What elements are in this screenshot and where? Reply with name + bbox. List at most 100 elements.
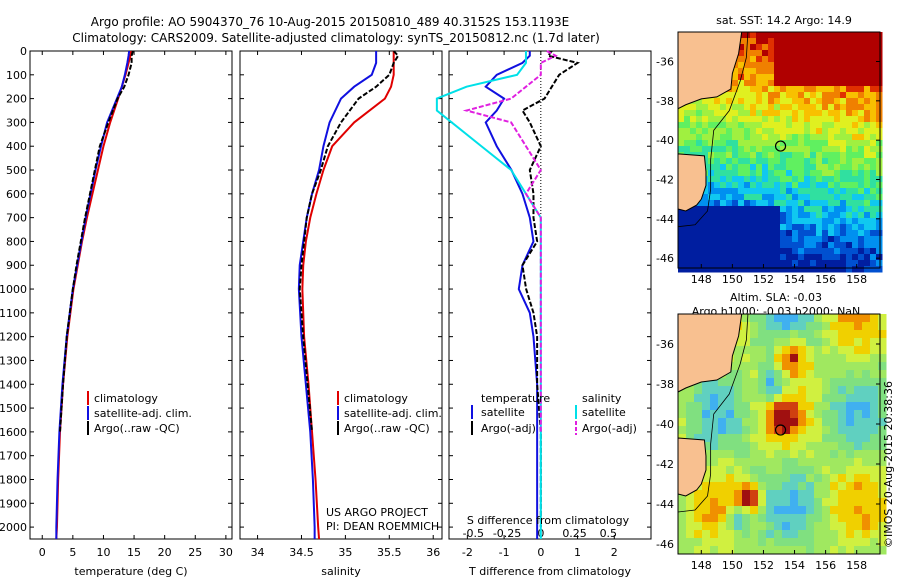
map-cell	[838, 314, 847, 323]
map-cell	[846, 218, 853, 225]
map-cell	[828, 158, 835, 165]
map-cell	[798, 458, 807, 467]
tasmania	[677, 437, 707, 497]
map-cell	[798, 474, 807, 483]
map-cell	[786, 230, 793, 237]
map-cell	[816, 68, 823, 75]
series-line	[301, 51, 395, 540]
map-cell	[726, 152, 733, 159]
y-tick-label: -36	[656, 338, 674, 351]
map-cell	[816, 194, 823, 201]
map-cell	[846, 418, 855, 427]
map-cell	[840, 98, 847, 105]
map-cell	[786, 134, 793, 141]
map-cell	[762, 182, 769, 189]
map-cell	[822, 212, 829, 219]
map-cell	[744, 176, 751, 183]
map-cell	[742, 378, 751, 387]
map-cell	[702, 490, 711, 499]
map-cell	[864, 56, 871, 63]
map-cell	[852, 254, 859, 261]
map-cell	[858, 44, 865, 51]
map-cell	[822, 200, 829, 207]
map-cell	[870, 330, 879, 339]
map-cell	[742, 402, 751, 411]
map-cell	[726, 98, 733, 105]
map-cell	[830, 442, 839, 451]
map-cell	[846, 236, 853, 243]
map-cell	[840, 38, 847, 45]
map-cell	[806, 450, 815, 459]
map-cell	[828, 50, 835, 57]
map-cell	[756, 254, 763, 261]
map-cell	[870, 146, 877, 153]
map-cell	[846, 140, 853, 147]
map-cell	[786, 212, 793, 219]
map-cell	[768, 98, 775, 105]
map-cell	[756, 92, 763, 99]
map-cell	[876, 194, 883, 201]
map-cell	[750, 530, 759, 539]
map-cell	[738, 236, 745, 243]
map-cell	[742, 482, 751, 491]
map-cell	[854, 346, 863, 355]
map-cell	[710, 490, 719, 499]
map-cell	[734, 546, 743, 555]
map-cell	[774, 68, 781, 75]
map-cell	[774, 158, 781, 165]
map-cell	[738, 110, 745, 117]
map-cell	[742, 538, 751, 547]
map-cell	[798, 418, 807, 427]
map-cell	[750, 104, 757, 111]
map-cell	[862, 514, 871, 523]
map-cell	[876, 254, 883, 261]
map-cell	[858, 212, 865, 219]
map-cell	[708, 182, 715, 189]
map-cell	[702, 522, 711, 531]
map-cell	[862, 434, 871, 443]
map-cell	[816, 80, 823, 87]
map-cell	[858, 86, 865, 93]
map-cell	[870, 32, 877, 39]
map-cell	[780, 122, 787, 129]
map-cell	[806, 338, 815, 347]
map-cell	[750, 394, 759, 403]
map-cell	[718, 410, 727, 419]
map-cell	[774, 322, 783, 331]
map-cell	[774, 98, 781, 105]
map-cell	[878, 426, 887, 435]
map-cell	[726, 158, 733, 165]
map-cell	[822, 170, 829, 177]
map-cell	[750, 434, 759, 443]
map-cell	[742, 370, 751, 379]
map-cell	[810, 80, 817, 87]
map-cell	[870, 236, 877, 243]
map-cell	[822, 242, 829, 249]
map-cell	[852, 152, 859, 159]
map-cell	[714, 182, 721, 189]
map-cell	[828, 176, 835, 183]
map-cell	[852, 92, 859, 99]
map-cell	[846, 98, 853, 105]
map-cell	[816, 176, 823, 183]
map-cell	[834, 194, 841, 201]
map-cell	[810, 116, 817, 123]
map-cell	[766, 386, 775, 395]
map-cell	[864, 188, 871, 195]
y-tick-label: 1900	[0, 497, 27, 510]
map-cell	[798, 182, 805, 189]
map-cell	[852, 44, 859, 51]
map-cell	[858, 224, 865, 231]
map-cell	[756, 62, 763, 69]
map-cell	[750, 152, 757, 159]
map-cell	[750, 38, 757, 45]
map-cell	[694, 490, 703, 499]
map-cell	[822, 314, 831, 323]
map-cell	[786, 176, 793, 183]
map-cell	[804, 128, 811, 135]
map-cell	[774, 62, 781, 69]
map-cell	[768, 230, 775, 237]
map-cell	[786, 128, 793, 135]
map-cell	[804, 224, 811, 231]
map-cell	[862, 418, 871, 427]
